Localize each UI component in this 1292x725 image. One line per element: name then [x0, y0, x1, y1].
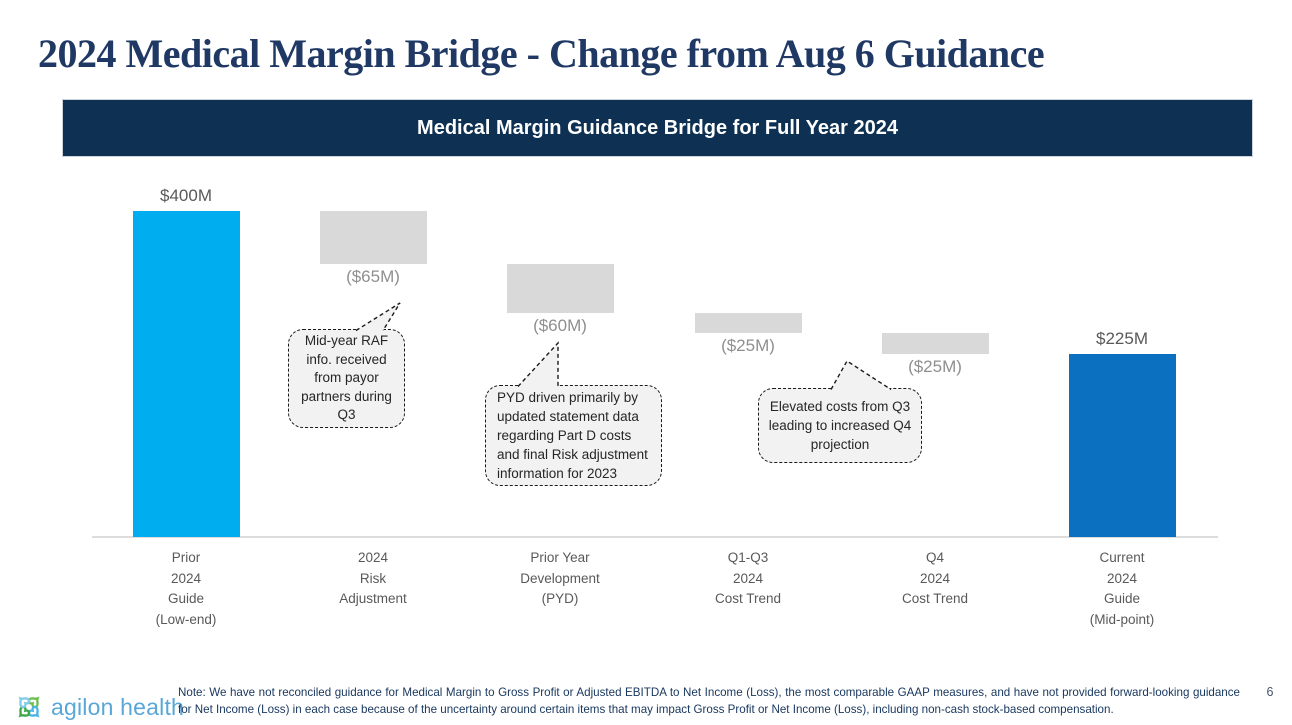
page-title: 2024 Medical Margin Bridge - Change from… [38, 31, 1045, 76]
agilon-logo-text: agilon health [51, 693, 185, 720]
value-label: ($60M) [533, 315, 587, 335]
page-number: 6 [1266, 685, 1274, 699]
x-axis-line [92, 536, 1218, 538]
footnote: Note: We have not reconciled guidance fo… [178, 686, 1240, 716]
chart-title: Medical Margin Guidance Bridge for Full … [417, 116, 898, 139]
waterfall-bar-4 [694, 312, 802, 334]
category-label: 2024 Risk Adjustment [339, 550, 407, 606]
callout-q4-cost-trend: Elevated costs from Q3 leading to increa… [758, 388, 922, 463]
value-label: $225M [1096, 328, 1148, 348]
waterfall-bar-3 [506, 263, 614, 313]
value-label: ($25M) [908, 356, 962, 376]
callout-risk-adjustment: Mid-year RAF info. received from payor p… [288, 329, 405, 428]
waterfall-bar-1 [132, 211, 240, 537]
category-label: Q4 2024 Cost Trend [901, 550, 969, 606]
callout-text: PYD driven primarily by updated statemen… [497, 390, 648, 481]
callout-text: Elevated costs from Q3 leading to increa… [768, 399, 912, 452]
category-label: Prior Year Development (PYD) [520, 550, 600, 606]
waterfall-bar-6 [1068, 353, 1176, 537]
agilon-health-logo: agilon health [12, 690, 184, 724]
value-label: ($25M) [721, 336, 775, 356]
category-label: Prior 2024 Guide (Low-end) [155, 550, 217, 627]
category-label: Q1-Q3 2024 Cost Trend [714, 550, 782, 606]
waterfall-bar-5 [881, 333, 989, 354]
value-label: ($65M) [346, 266, 400, 286]
value-label: $400M [160, 186, 212, 205]
callout-text: Mid-year RAF info. received from payor p… [301, 333, 392, 423]
category-label: Current 2024 Guide (Mid-point) [1089, 550, 1155, 627]
chart-title-banner: Medical Margin Guidance Bridge for Full … [62, 99, 1253, 157]
agilon-clover-icon [18, 696, 40, 718]
callout-pyd: PYD driven primarily by updated statemen… [485, 385, 662, 486]
waterfall-bar-2 [319, 211, 427, 264]
